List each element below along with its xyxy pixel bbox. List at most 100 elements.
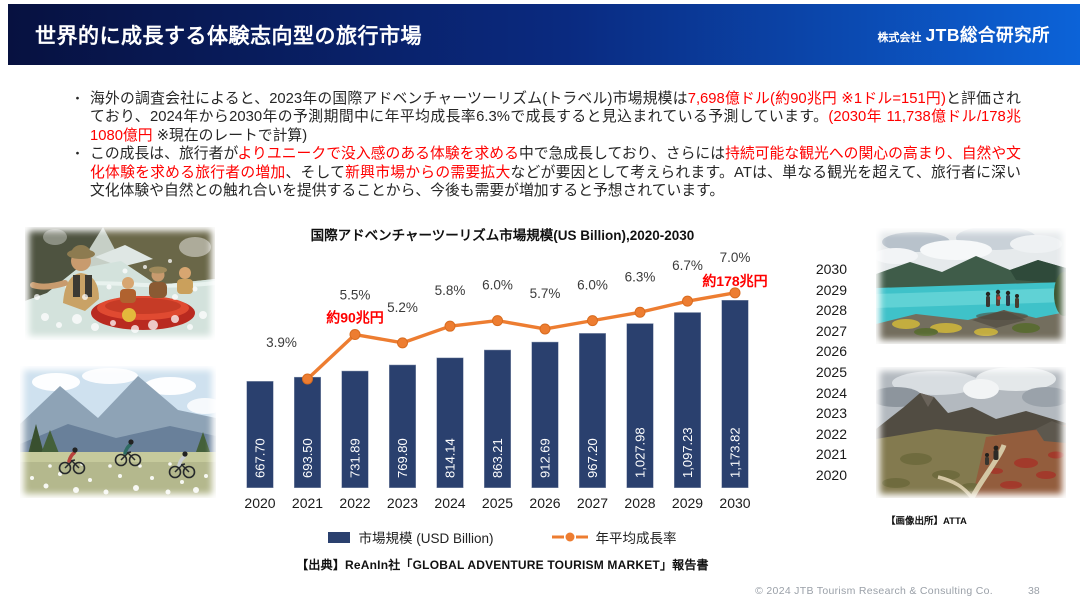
highlighted-text: (2030年 11,738億ドル/178兆1080億円 bbox=[90, 109, 1021, 144]
year-label: 2028 bbox=[815, 302, 847, 319]
bar bbox=[388, 364, 417, 489]
bar bbox=[246, 380, 274, 489]
text-segment: 、そして bbox=[285, 164, 346, 181]
rate-label: 6.0% bbox=[482, 278, 513, 293]
photo-lake-hikers bbox=[876, 228, 1066, 344]
rafting-illustration bbox=[25, 227, 215, 340]
line-marker bbox=[539, 323, 551, 335]
bar-value-label: 1,173.82 bbox=[728, 427, 743, 478]
mountain-biking-illustration bbox=[20, 366, 216, 498]
line-marker-icon bbox=[551, 532, 588, 542]
company-name: JTB総合研究所 bbox=[925, 25, 1050, 45]
rate-label: 6.0% bbox=[577, 278, 608, 293]
year-label: 2026 bbox=[815, 343, 847, 360]
annotation-label: 約178兆円 bbox=[702, 273, 767, 289]
bullet-item-growth-factors: この成長は、旅行者がよりユニークで没入感のある体験を求める中で急成長しており、さ… bbox=[71, 145, 1021, 200]
line-marker bbox=[587, 315, 598, 327]
year-tick-label: 2029 bbox=[672, 495, 703, 511]
legend-growth-rate: 年平均成長率 bbox=[551, 527, 677, 547]
legend-label-market-size: 市場規模 (USD Billion) bbox=[358, 531, 494, 546]
year-tick-label: 2023 bbox=[387, 495, 418, 511]
year-tick-label: 2026 bbox=[529, 495, 560, 511]
highlighted-text: 新興市場からの需要拡大 bbox=[345, 164, 511, 181]
bar bbox=[673, 311, 702, 489]
bar bbox=[626, 322, 654, 489]
year-label: 2025 bbox=[815, 363, 847, 380]
rate-label: 3.9% bbox=[266, 335, 297, 350]
year-label: 2027 bbox=[815, 322, 847, 339]
year-label: 2021 bbox=[815, 446, 847, 463]
highlighted-text: 7,698億ドル(約90兆円 ※1ドル=151円) bbox=[687, 91, 946, 107]
bar bbox=[578, 332, 607, 489]
chart-canvas: 667.70 2020 693.50 2021 731.89 2022 769.80 2023… bbox=[244, 250, 767, 511]
company-logo: 株式会社 JTB総合研究所 bbox=[877, 22, 1050, 47]
bar bbox=[531, 341, 559, 489]
chart-title: 国際アドベンチャーツーリズム市場規模(US Billion),2020-2030 bbox=[310, 228, 695, 243]
autumn-trail-illustration bbox=[876, 367, 1066, 498]
year-tick-label: 2022 bbox=[339, 495, 370, 511]
annotation-label: 約90兆円 bbox=[326, 310, 384, 326]
text-segment: 中で急成長しており、さらには bbox=[518, 146, 726, 163]
chart-legend: 市場規模 (USD Billion) 年平均成長率 bbox=[230, 527, 775, 547]
footer-copyright: © 2024 JTB Tourism Research & Consulting… bbox=[755, 585, 993, 597]
year-label: 2024 bbox=[815, 384, 847, 401]
bar-swatch-icon bbox=[328, 531, 351, 543]
bullet-list: 海外の調査会社によると、2023年の国際アドベンチャーツーリズム(トラベル)市場… bbox=[71, 90, 1021, 200]
rate-label: 5.5% bbox=[340, 288, 371, 303]
year-tick-label: 2024 bbox=[434, 495, 465, 511]
bar-value-label: 769.80 bbox=[395, 438, 410, 478]
rate-label: 6.3% bbox=[625, 269, 656, 284]
year-label: 2029 bbox=[815, 281, 847, 298]
bar-value-label: 1,097.23 bbox=[680, 427, 695, 478]
text-segment: この成長は、旅行者が bbox=[90, 146, 238, 163]
market-chart: 667.70 2020 693.50 2021 731.89 2022 769.80 2023… bbox=[230, 240, 775, 515]
photo-rafting bbox=[25, 227, 215, 340]
bar-value-label: 731.89 bbox=[348, 438, 363, 478]
bar-value-label: 1,027.98 bbox=[633, 427, 648, 478]
rate-label: 6.7% bbox=[672, 258, 703, 273]
line-marker bbox=[729, 287, 741, 299]
text-segment: ※現在のレートで計算) bbox=[152, 127, 308, 144]
line-marker bbox=[302, 373, 313, 385]
year-tick-label: 2025 bbox=[482, 495, 513, 511]
bar-value-label: 912.69 bbox=[538, 438, 553, 478]
year-tick-label: 2020 bbox=[244, 495, 275, 511]
chart-source: 【出典】ReAnIn社「GLOBAL ADVENTURE TOURISM MAR… bbox=[296, 558, 709, 572]
bar-value-label: 863.21 bbox=[490, 438, 505, 478]
photo-mountain-biking bbox=[20, 366, 216, 498]
line-marker bbox=[444, 320, 456, 332]
bar-value-label: 967.20 bbox=[585, 438, 600, 478]
image-source-caption: 【画像出所】ATTA bbox=[886, 516, 967, 527]
year-label: 2030 bbox=[815, 261, 847, 277]
legend-label-growth-rate: 年平均成長率 bbox=[595, 531, 677, 546]
rate-label: 5.7% bbox=[530, 286, 561, 301]
year-tick-label: 2030 bbox=[719, 495, 750, 511]
legend-market-size: 市場規模 (USD Billion) bbox=[328, 527, 494, 547]
photo-autumn-trail bbox=[876, 367, 1066, 498]
line-marker bbox=[682, 295, 693, 307]
line-marker bbox=[349, 329, 361, 341]
text-segment: 海外の調査会社によると、2023年の国際アドベンチャーツーリズム(トラベル)市場… bbox=[90, 91, 688, 107]
header-band: 世界的に成長する体験志向型の旅行市場 株式会社 JTB総合研究所 bbox=[8, 4, 1080, 65]
year-label: 2023 bbox=[815, 405, 847, 422]
company-prefix: 株式会社 bbox=[877, 32, 922, 44]
year-label: 2022 bbox=[815, 425, 847, 442]
text-segment: と評価されており、2024年から2030年の予測期間中に年平均成長率6.3%で成… bbox=[90, 91, 1021, 126]
year-label: 2020 bbox=[815, 466, 847, 483]
rate-label: 5.2% bbox=[387, 300, 418, 315]
rate-label: 7.0% bbox=[720, 250, 751, 265]
line-marker bbox=[397, 337, 408, 349]
line-marker bbox=[634, 306, 646, 318]
bullet-item-market-size: 海外の調査会社によると、2023年の国際アドベンチャーツーリズム(トラベル)市場… bbox=[71, 90, 1021, 145]
page-title: 世界的に成長する体験志向型の旅行市場 bbox=[35, 24, 422, 48]
year-tick-label: 2028 bbox=[624, 495, 655, 511]
lake-hikers-illustration bbox=[876, 228, 1066, 344]
highlighted-text: 持続可能な観光への関心の高まり、自然や文化体験を求める旅行者の増加 bbox=[90, 146, 1021, 181]
year-tick-label: 2021 bbox=[292, 495, 323, 511]
bar bbox=[483, 349, 512, 489]
bar bbox=[341, 370, 369, 489]
page-number: 38 bbox=[1028, 585, 1040, 597]
highlighted-text: よりユニークで没入感のある体験を求める bbox=[237, 146, 519, 163]
bar-value-label: 814.14 bbox=[443, 438, 458, 478]
